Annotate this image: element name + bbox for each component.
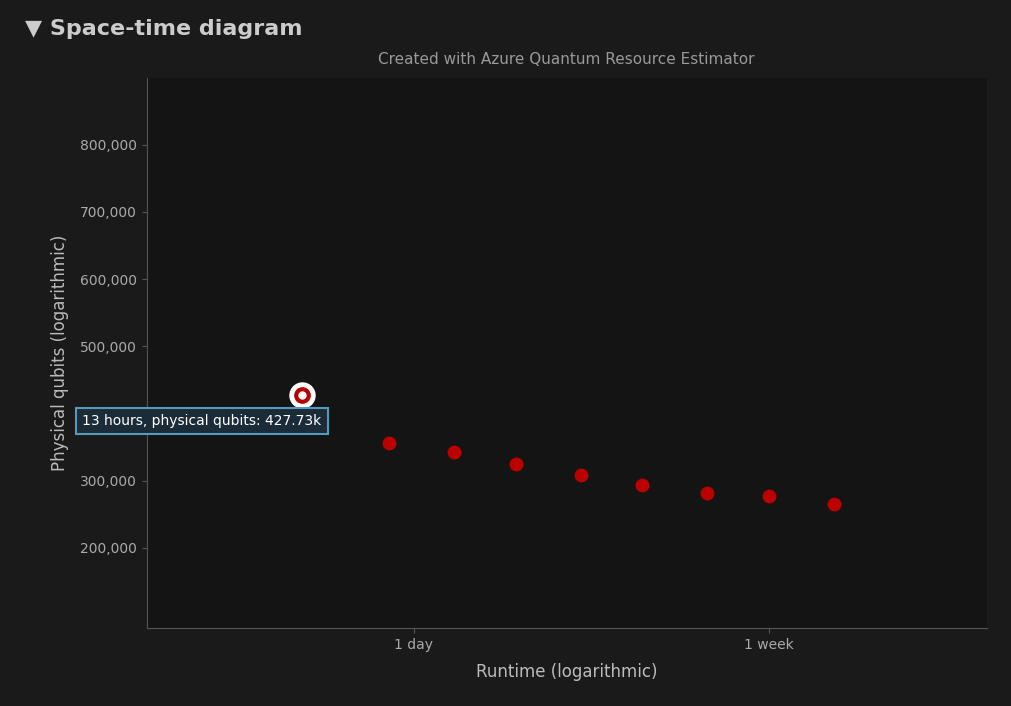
Title: Created with Azure Quantum Resource Estimator: Created with Azure Quantum Resource Esti… [378,52,754,67]
Y-axis label: Physical qubits (logarithmic): Physical qubits (logarithmic) [51,235,69,471]
Text: ▼ Space-time diagram: ▼ Space-time diagram [25,19,302,39]
X-axis label: Runtime (logarithmic): Runtime (logarithmic) [475,663,657,681]
Text: 13 hours, physical qubits: 427.73k: 13 hours, physical qubits: 427.73k [82,414,321,428]
